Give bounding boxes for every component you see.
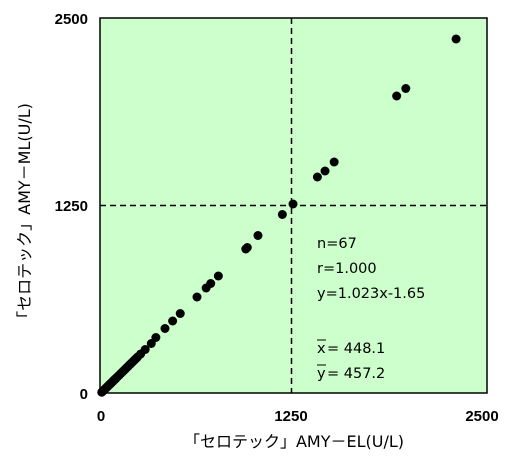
x-axis-label: 「セロテック」AMY－EL(U/L) bbox=[184, 432, 404, 451]
stat-ybar-symbol: y bbox=[317, 366, 326, 382]
data-point bbox=[288, 199, 298, 209]
data-point bbox=[253, 231, 263, 240]
data-point bbox=[151, 333, 161, 342]
stat-xbar-symbol: x bbox=[317, 341, 326, 357]
data-point bbox=[160, 324, 170, 333]
data-point bbox=[277, 210, 287, 219]
data-point bbox=[320, 166, 330, 176]
y-axis-label: 「セロテック」AMY－ML(U/L) bbox=[15, 103, 34, 327]
data-point bbox=[312, 172, 322, 182]
data-point bbox=[401, 84, 411, 93]
data-point bbox=[392, 91, 402, 101]
stats-annotation: n=67 r=1.000 y=1.023x-1.65 x = 448.1 y =… bbox=[317, 236, 425, 382]
data-point bbox=[451, 34, 461, 44]
x-tick-label-left: 0 bbox=[97, 408, 105, 425]
data-point bbox=[168, 316, 178, 326]
stat-equation: y=1.023x-1.65 bbox=[317, 286, 425, 302]
x-tick-label-mid: 1250 bbox=[274, 408, 307, 425]
data-points bbox=[97, 34, 461, 397]
y-tick-label-mid: 1250 bbox=[55, 198, 88, 215]
stat-n: n=67 bbox=[317, 236, 357, 252]
data-point bbox=[192, 292, 202, 302]
data-point bbox=[213, 271, 223, 281]
stat-ybar-value: = 457.2 bbox=[327, 366, 385, 382]
stat-r: r=1.000 bbox=[317, 261, 377, 277]
y-tick-label-bottom: 0 bbox=[80, 386, 88, 403]
data-point bbox=[175, 309, 185, 318]
y-tick-label-top: 2500 bbox=[55, 11, 88, 28]
data-point bbox=[242, 243, 252, 252]
data-point bbox=[206, 279, 216, 288]
data-point bbox=[329, 157, 339, 167]
stat-xbar-value: = 448.1 bbox=[327, 341, 385, 357]
x-tick-label-right: 2500 bbox=[465, 408, 498, 425]
data-point bbox=[140, 345, 150, 354]
